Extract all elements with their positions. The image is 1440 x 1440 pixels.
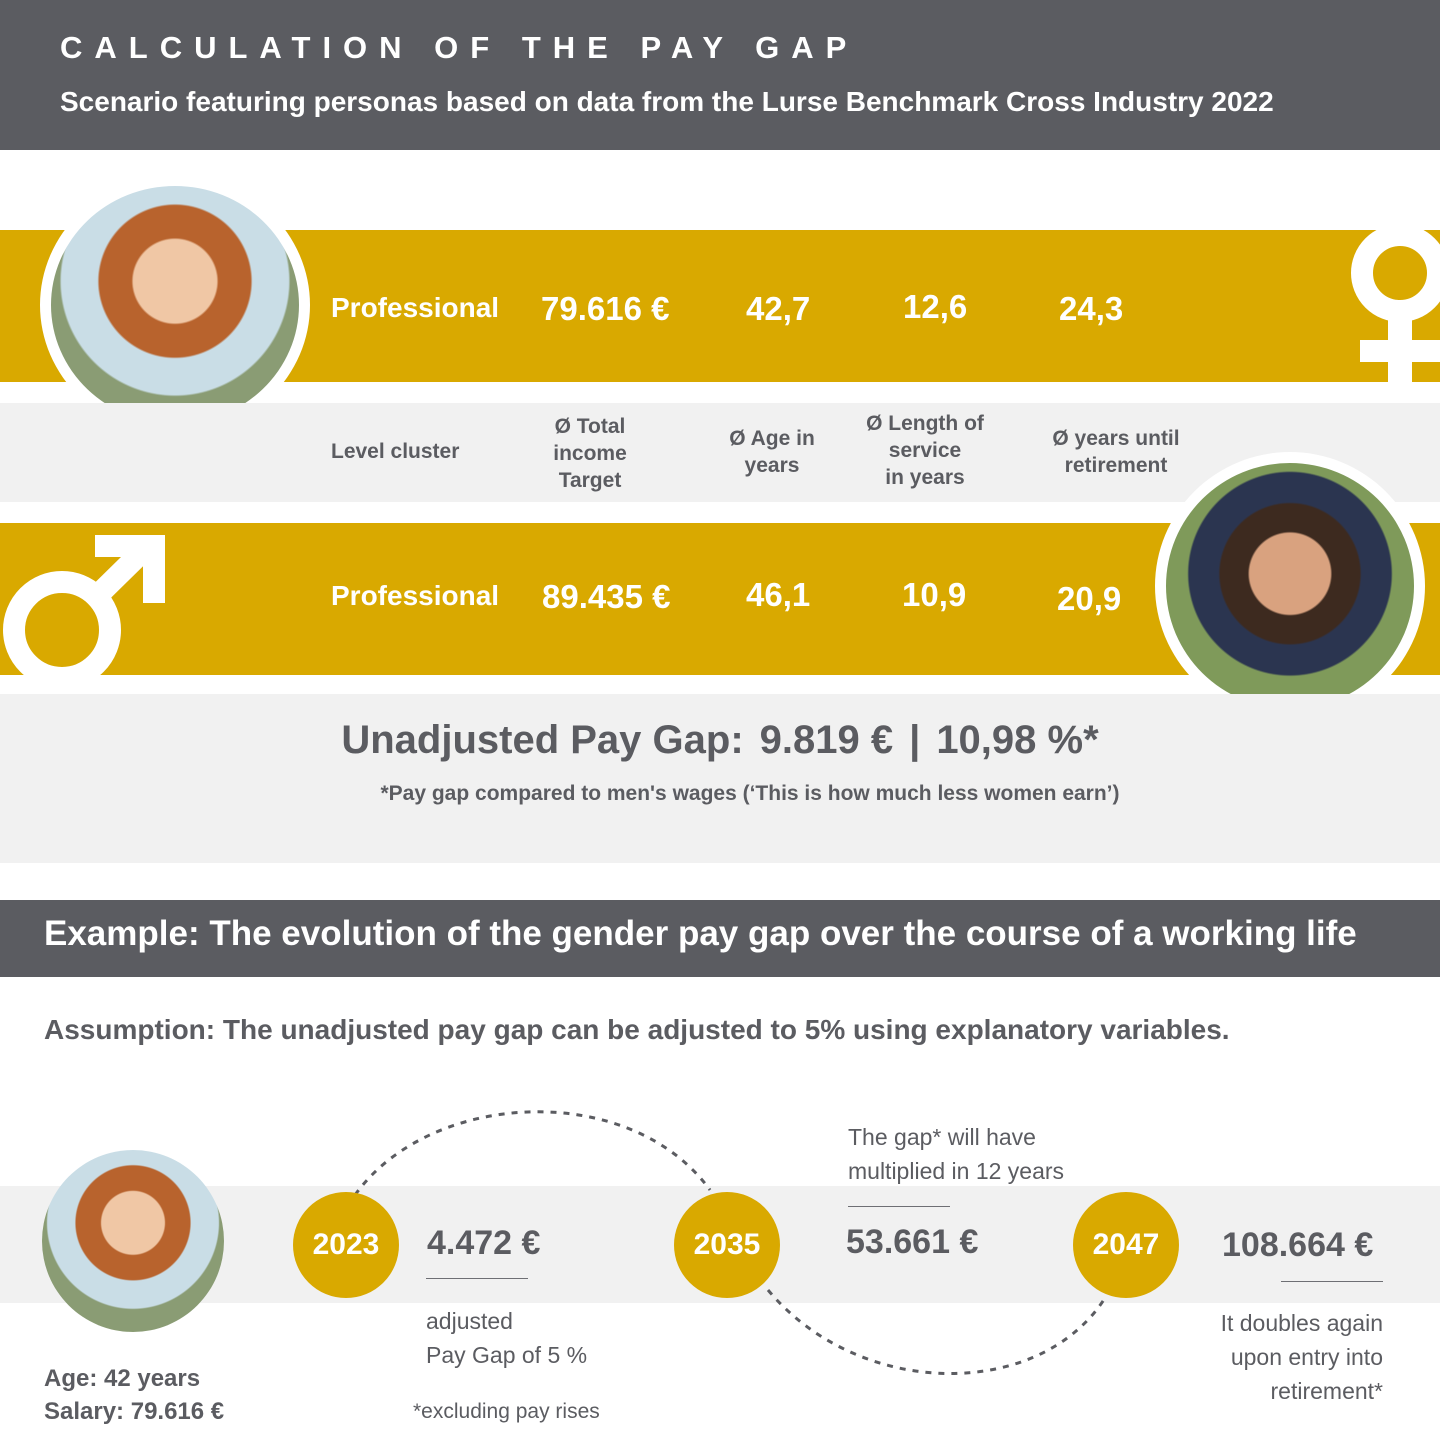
example-title: Example: The evolution of the gender pay… — [44, 914, 1357, 953]
male-retirement: 20,9 — [1057, 580, 1122, 617]
note-2035: The gap* will have multiplied in 12 years — [848, 1124, 1065, 1184]
female-level: Professional — [331, 292, 500, 323]
year-2047-badge: 2047 — [1073, 1192, 1179, 1298]
assumption-text: Assumption: The unadjusted pay gap can b… — [44, 1014, 1230, 1045]
note-2023: adjusted Pay Gap of 5 % — [426, 1308, 588, 1368]
note-2047: It doubles again upon entry into retiremen… — [1220, 1310, 1383, 1404]
label-age: Ø Age in years — [729, 427, 815, 477]
female-service: 12,6 — [903, 288, 968, 325]
year-2023-badge: 2023 — [293, 1192, 399, 1298]
persona-info: Age: 42 years Salary: 79.616 € — [44, 1365, 225, 1425]
page-subtitle: Scenario featuring personas based on dat… — [60, 86, 1274, 117]
example-banner — [0, 900, 1440, 977]
header-banner — [0, 0, 1440, 150]
label-income: Ø Total income Target — [553, 415, 627, 492]
male-income: 89.435 € — [542, 578, 671, 615]
female-age: 42,7 — [746, 290, 811, 327]
divider-2047 — [1281, 1281, 1383, 1282]
amount-2047: 108.664 € — [1222, 1226, 1374, 1264]
male-service: 10,9 — [902, 576, 967, 613]
female-symbol-icon — [1351, 228, 1440, 382]
pay-gap-band — [0, 694, 1440, 863]
male-symbol-icon — [3, 535, 165, 675]
amount-2035: 53.661 € — [846, 1223, 979, 1261]
female-retirement: 24,3 — [1059, 290, 1124, 327]
label-level: Level cluster — [331, 440, 460, 463]
year-2035-badge: 2035 — [674, 1192, 780, 1298]
label-service: Ø Length of service in years — [866, 412, 984, 489]
female-income: 79.616 € — [541, 290, 670, 327]
divider-2035 — [848, 1206, 950, 1207]
page-title: CALCULATION OF THE PAY GAP — [60, 30, 859, 65]
persona-photo — [42, 1150, 224, 1332]
divider-2023 — [426, 1278, 528, 1279]
male-persona-photo — [1155, 452, 1425, 720]
pay-gap-note: *Pay gap compared to men's wages (‘This … — [380, 782, 1120, 805]
male-age: 46,1 — [746, 576, 811, 613]
male-level: Professional — [331, 580, 500, 611]
footnote: *excluding pay rises — [413, 1400, 600, 1423]
amount-2023: 4.472 € — [427, 1224, 541, 1262]
label-retirement: Ø years until retirement — [1052, 427, 1180, 477]
unadjusted-pay-gap: Unadjusted Pay Gap: 9.819 € | 10,98 %* — [341, 718, 1099, 762]
female-persona-photo — [40, 175, 310, 435]
timeline-arc — [353, 1110, 1107, 1375]
